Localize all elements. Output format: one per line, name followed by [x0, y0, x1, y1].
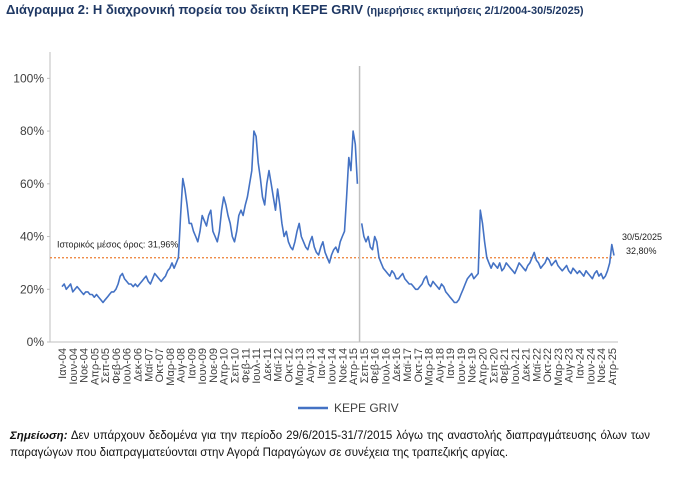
- x-tick-label: Ιουν-09: [197, 348, 209, 385]
- x-tick-label: Ιουν-19: [456, 348, 468, 385]
- x-tick-label: Αυγ-23: [564, 348, 576, 383]
- x-tick-label: Απρ-10: [219, 348, 231, 385]
- note-label: Σημείωση:: [10, 430, 68, 442]
- x-tick-label: Αυγ-08: [176, 348, 188, 383]
- title: Διάγραμμα 2: Η διαχρονική πορεία του δεί…: [6, 2, 363, 17]
- x-tick-label: Ιουλ-11: [251, 348, 263, 384]
- x-tick-label: Μαϊ-22: [531, 348, 543, 382]
- mean-label: Ιστορικός μέσος όρος: 31,96%: [57, 240, 178, 250]
- note: Σημείωση: Δεν υπάρχουν δεδομένα για την …: [10, 428, 650, 462]
- y-tick-label: 40%: [20, 230, 44, 244]
- x-tick-label: Νοε-09: [208, 348, 220, 383]
- x-tick-label: Ιουλ-06: [122, 348, 134, 385]
- x-tick-label: Μαϊ-12: [273, 348, 285, 382]
- x-tick-label: Νοε-14: [337, 348, 349, 383]
- x-tick-label: Μαρ-18: [424, 348, 436, 386]
- x-tick-label: Σεπ-20: [488, 348, 500, 383]
- x-tick-label: Ιουν-14: [327, 348, 339, 385]
- series-line: [61, 130, 615, 304]
- x-tick-label: Απρ-15: [348, 348, 360, 385]
- chart: Διάγραμμα 2: Η διαχρονική πορεία του δεί…: [6, 2, 662, 415]
- y-tick-label: 60%: [20, 177, 44, 191]
- x-tick-label: Νοε-04: [79, 348, 91, 383]
- y-tick-label: 100%: [13, 71, 44, 85]
- last-value: 32,80%: [626, 246, 657, 256]
- subtitle: (ημερήσιες εκτιμήσεις 2/1/2004-30/5/2025…: [367, 5, 584, 17]
- x-tick-label: Μαρ-23: [553, 348, 565, 386]
- x-tick-label: Μαϊ-07: [143, 348, 155, 382]
- x-tick-label: Οκτ-22: [542, 348, 554, 382]
- x-tick-label: Φεβ-16: [370, 348, 382, 384]
- note-text: Δεν υπάρχουν δεδομένα για την περίοδο 29…: [10, 430, 651, 459]
- x-tick-label: Νοε-24: [596, 348, 608, 383]
- x-tick-label: Απρ-20: [477, 348, 489, 385]
- x-tick-label: Φεβ-21: [499, 348, 511, 384]
- x-tick-label: Ιουλ-16: [380, 348, 392, 385]
- x-tick-label: Οκτ-17: [413, 348, 425, 382]
- legend-label: KEPE GRIV: [334, 401, 399, 415]
- chart-title: Διάγραμμα 2: Η διαχρονική πορεία του δεί…: [6, 2, 584, 17]
- x-tick-label: Μαρ-08: [165, 348, 177, 386]
- x-tick-label: Σεπ-15: [359, 348, 371, 383]
- y-tick-label: 80%: [20, 124, 44, 138]
- x-tick-label: Ιαν-24: [575, 348, 587, 379]
- x-tick-label: Αυγ-18: [434, 348, 446, 383]
- x-tick-label: Σεπ-05: [100, 348, 112, 383]
- x-tick-label: Οκτ-07: [154, 348, 166, 382]
- x-tick-label: Μαϊ-17: [402, 348, 414, 382]
- x-tick-label: Νοε-19: [467, 348, 479, 383]
- x-tick-label: Σεπ-10: [230, 348, 242, 383]
- x-tick-label: Ιαν-19: [445, 348, 457, 379]
- y-tick-label: 20%: [20, 282, 44, 296]
- x-tick-label: Απρ-25: [607, 348, 619, 385]
- x-tick-label: Δεκ-16: [391, 348, 403, 382]
- x-tick-label: Δεκ-06: [132, 348, 144, 382]
- last-date: 30/5/2025: [622, 232, 662, 242]
- x-tick-label: Αυγ-13: [305, 348, 317, 383]
- x-tick-label: Φεβ-06: [111, 348, 123, 384]
- y-tick-label: 0%: [27, 335, 45, 349]
- x-tick-label: Οκτ-12: [283, 348, 295, 382]
- x-tick-label: Ιαν-09: [186, 348, 198, 379]
- x-tick-label: Δεκ-11: [262, 348, 274, 381]
- x-tick-label: Φεβ-11: [240, 348, 252, 383]
- x-tick-label: Ιουλ-21: [510, 348, 522, 385]
- x-tick-label: Ιαν-04: [57, 348, 69, 379]
- x-tick-label: Μαρ-13: [294, 348, 306, 386]
- x-tick-label: Ιουν-04: [68, 348, 80, 385]
- x-tick-label: Ιαν-14: [316, 348, 328, 379]
- x-tick-label: Ιουν-24: [585, 348, 597, 385]
- x-tick-label: Απρ-05: [89, 348, 101, 385]
- x-tick-label: Δεκ-21: [521, 348, 533, 382]
